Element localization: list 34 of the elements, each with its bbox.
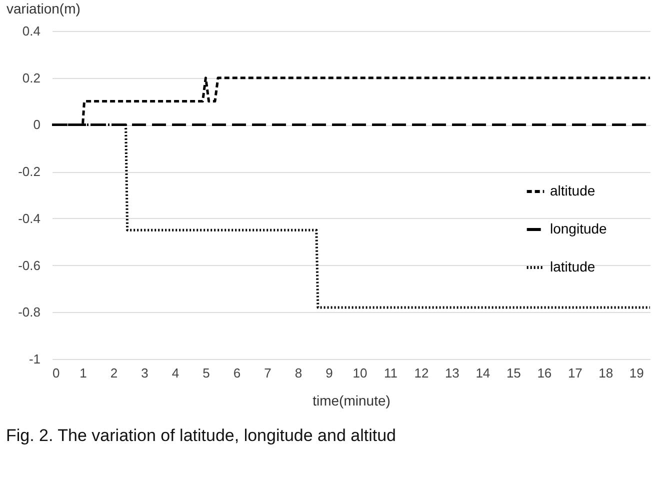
y-tick-label: -0.6 — [18, 258, 40, 273]
x-tick-label: 5 — [202, 366, 210, 380]
x-tick-label: 14 — [476, 366, 490, 380]
caption: Fig. 2. The variation of latitude, longitude and altitud — [6, 426, 396, 445]
x-tick-label: 1 — [80, 366, 87, 380]
legend-label: latitude — [550, 258, 596, 274]
x-tick-label: 9 — [326, 366, 333, 380]
y-axis-title: variation(m) — [6, 0, 80, 16]
x-tick-label: 4 — [172, 366, 180, 380]
x-tick-label: 7 — [264, 366, 272, 380]
x-tick-label: 13 — [444, 366, 460, 380]
y-tick-label: 0.2 — [22, 70, 40, 86]
x-tick-label: 10 — [352, 366, 368, 380]
x-tick-label: 16 — [537, 366, 552, 380]
y-tick-label: 0 — [33, 117, 40, 132]
legend-label: longitude — [550, 220, 608, 236]
y-tick-label: 0.4 — [22, 24, 40, 38]
y-tick-label: -1 — [28, 352, 40, 366]
x-tick-label: 12 — [414, 366, 429, 380]
x-tick-label: 19 — [629, 366, 644, 380]
x-axis-title: time(minute) — [312, 392, 390, 408]
x-tick-label: 11 — [384, 366, 398, 380]
y-tick-label: -0.8 — [18, 304, 40, 320]
y-tick-label: -0.4 — [18, 210, 40, 226]
x-tick-label: 18 — [598, 366, 614, 380]
x-tick-label: 2 — [110, 366, 118, 380]
x-tick-label: 17 — [568, 366, 582, 380]
x-tick-label: 0 — [52, 366, 60, 380]
x-tick-label: 3 — [141, 366, 148, 380]
x-tick-label: 6 — [233, 366, 241, 380]
y-tick-label: -0.2 — [18, 164, 40, 180]
legend-label: altitude — [550, 182, 596, 198]
x-tick-label: 8 — [294, 366, 302, 380]
x-tick-label: 15 — [506, 366, 521, 380]
